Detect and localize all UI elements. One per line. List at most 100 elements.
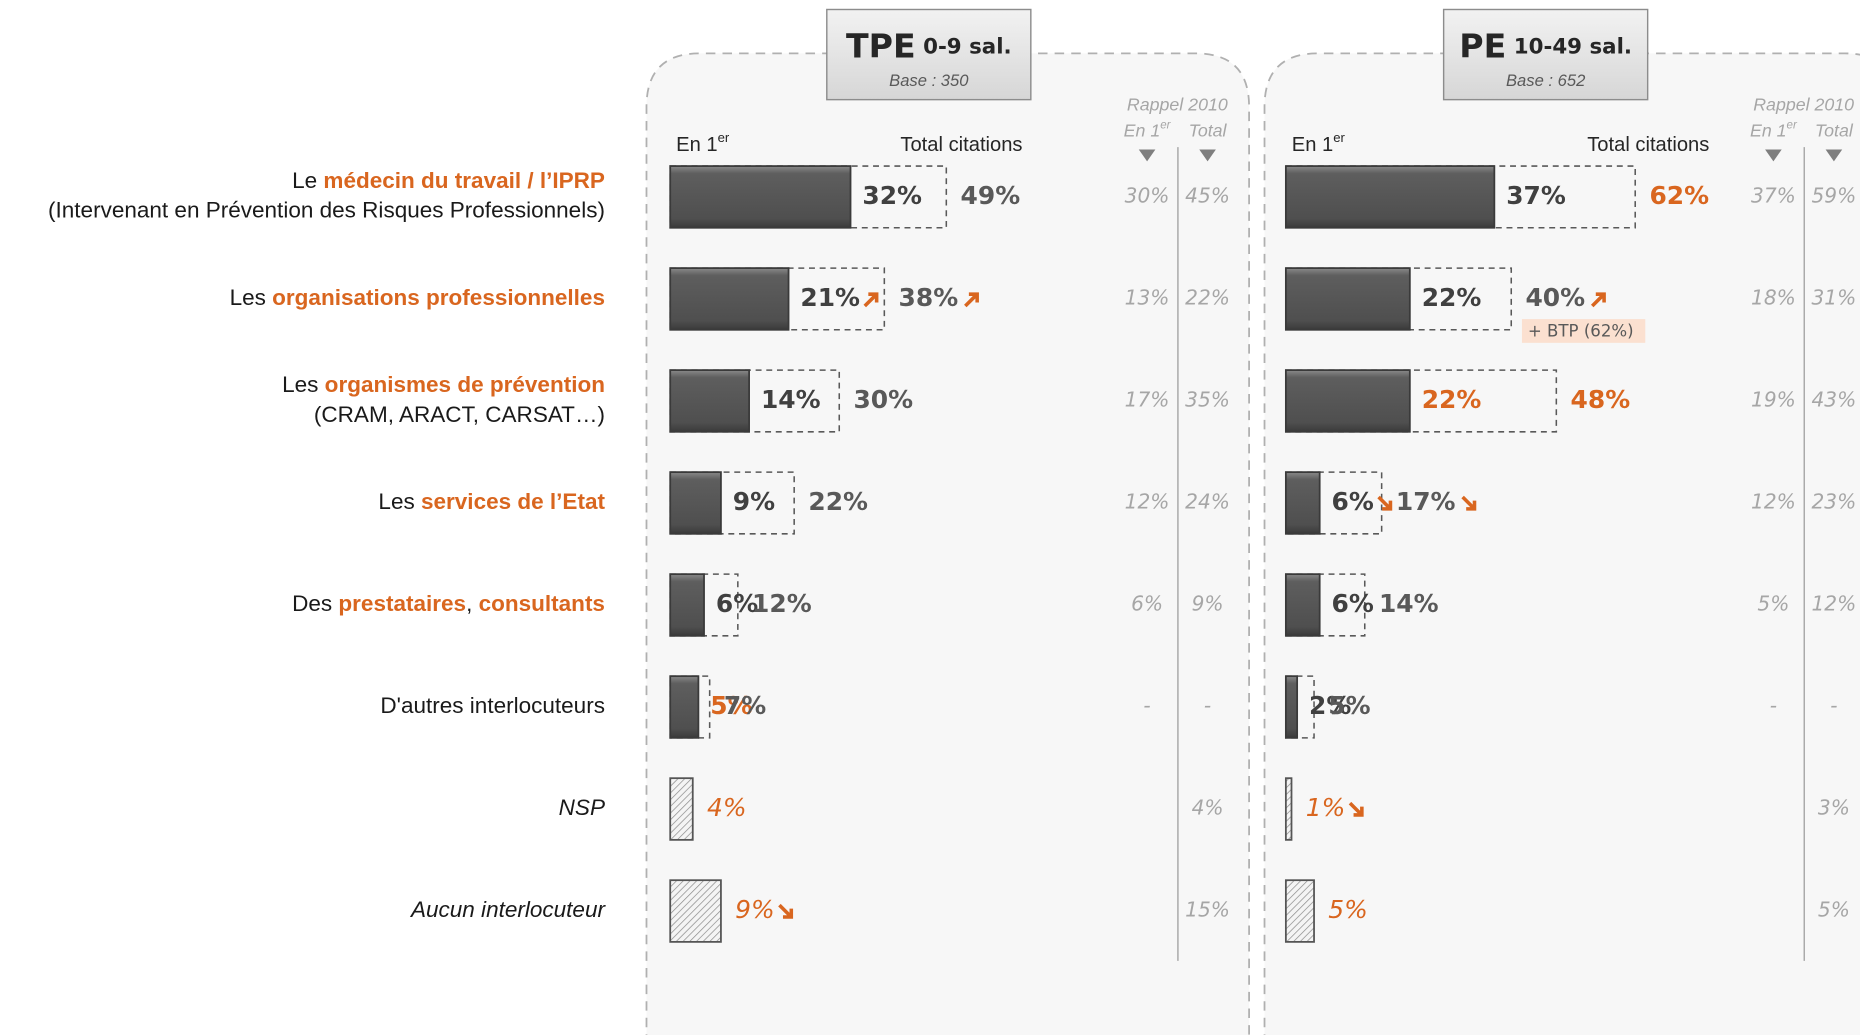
panel-header — [1442, 8, 1649, 101]
total-value-label: 5% — [1328, 691, 1370, 720]
recall-value: 6% — [1131, 591, 1163, 615]
trend-arrow — [1348, 801, 1364, 817]
recall-value: 19% — [1751, 387, 1796, 411]
panel-subtitle: 10-49 sal. — [1514, 34, 1632, 59]
row-label: Les services de l’Etat — [378, 489, 605, 514]
note-box — [1521, 319, 1646, 343]
recall-value: 30% — [1125, 183, 1170, 207]
recall-title: Rappel 2010 — [1127, 94, 1228, 114]
first-value-label: 9% — [733, 487, 775, 516]
recall-column-text: Total — [1189, 120, 1228, 140]
panel-header — [826, 8, 1032, 101]
first-value-label: 21% — [800, 283, 860, 312]
total-value-label: 48% — [1571, 385, 1631, 414]
row-label: D'autres interlocuteurs — [380, 693, 605, 718]
column-header: En 1er — [676, 130, 730, 156]
recall-column-text: En 1 — [1124, 120, 1161, 140]
column-header: Total citations — [900, 134, 1022, 156]
first-bar — [1284, 777, 1293, 841]
first-value-label: 14% — [761, 385, 821, 414]
first-value-label: 37% — [1506, 181, 1566, 210]
recall-value: 12% — [1125, 489, 1170, 513]
first-value-label: 9% — [735, 895, 775, 924]
row-label-part: prestataires — [338, 591, 466, 616]
row-label: (Intervenant en Prévention des Risques P… — [48, 198, 605, 223]
total-value-label: 40% — [1525, 283, 1585, 312]
row-label-part: Des — [292, 591, 338, 616]
total-bar — [1285, 675, 1315, 739]
recall-column: Total — [1815, 120, 1854, 140]
first-bar — [669, 267, 790, 331]
panel-title-space — [916, 34, 923, 59]
panel-base: Base : 652 — [1506, 71, 1585, 90]
row-label-part: (CRAM, ARACT, CARSAT…) — [314, 402, 605, 427]
recall-value: 9% — [1192, 591, 1224, 615]
first-bar — [669, 879, 722, 943]
total-value-label: 12% — [752, 589, 812, 618]
first-value-label: 22% — [1422, 283, 1482, 312]
trend-arrow — [1590, 292, 1606, 308]
recall-triangle — [1765, 149, 1782, 162]
recall-value: 12% — [1811, 591, 1856, 615]
recall-value: - — [1204, 694, 1211, 718]
first-bar — [669, 369, 750, 433]
first-bar — [669, 675, 700, 739]
recall-column: En 1er — [1750, 120, 1798, 141]
trend-arrow — [964, 292, 979, 308]
recall-value: 45% — [1185, 183, 1230, 207]
recall-column-text: Total — [1815, 120, 1854, 140]
row-label-part: services de l’Etat — [421, 489, 605, 514]
recall-value: 24% — [1185, 489, 1230, 513]
first-bar — [1284, 675, 1299, 739]
recall-value: 23% — [1811, 489, 1856, 513]
first-bar — [1284, 471, 1321, 535]
recall-value: 31% — [1811, 285, 1856, 309]
recall-value: 4% — [1192, 796, 1224, 820]
row-label-part: (Intervenant en Prévention des Risques P… — [48, 198, 605, 223]
column-header-text: En 1 — [1292, 134, 1333, 156]
panel-title-main: TPE — [846, 26, 916, 65]
recall-value: 17% — [1125, 387, 1170, 411]
column-header: Total citations — [1587, 134, 1709, 156]
row-label: (CRAM, ARACT, CARSAT…) — [314, 402, 605, 427]
row-label-part: D'autres interlocuteurs — [380, 693, 605, 718]
row-label: Aucun interlocuteur — [409, 897, 606, 922]
column-header-sup: er — [718, 130, 730, 145]
recall-column-sup: er — [1160, 120, 1171, 132]
panel-title-space — [1506, 34, 1513, 59]
column-header-sup: er — [1333, 130, 1345, 145]
first-bar — [1284, 165, 1496, 229]
first-value-label: 1% — [1306, 793, 1346, 822]
recall-column-text: En 1 — [1750, 120, 1787, 140]
recall-value: - — [1143, 694, 1150, 718]
panel-title: TPE 0-9 sal. — [846, 26, 1012, 65]
recall-value: 12% — [1751, 489, 1796, 513]
first-bar — [669, 165, 852, 229]
total-value-label: 14% — [1379, 589, 1439, 618]
recall-value: 59% — [1811, 183, 1856, 207]
recall-value: 35% — [1185, 387, 1230, 411]
column-header-text: En 1 — [676, 134, 717, 156]
total-value-label: 62% — [1649, 181, 1709, 210]
recall-value: 13% — [1125, 285, 1170, 309]
panel-title: PE 10-49 sal. — [1459, 26, 1632, 65]
recall-value: 5% — [1757, 591, 1789, 615]
column-header-text: Total citations — [900, 134, 1022, 156]
total-value-label: 38% — [899, 283, 959, 312]
trend-arrow — [778, 903, 794, 919]
recall-value: 37% — [1751, 183, 1796, 207]
panel-base: Base : 350 — [889, 71, 969, 90]
first-bar — [669, 777, 694, 841]
first-value-label: 6% — [716, 589, 758, 618]
first-bar — [669, 573, 705, 637]
first-value-label: 2% — [1309, 691, 1351, 720]
recall-triangle — [1199, 149, 1216, 162]
row-label: Le médecin du travail / l’IPRP — [292, 168, 605, 193]
panel-subtitle: 0-9 sal. — [923, 34, 1012, 59]
row-label-part: Le — [292, 168, 323, 193]
recall-value: 3% — [1818, 796, 1850, 820]
column-header-text: Total citations — [1587, 134, 1709, 156]
first-value-label: 5% — [710, 691, 752, 720]
row-label: Les organisations professionnelles — [230, 285, 605, 310]
